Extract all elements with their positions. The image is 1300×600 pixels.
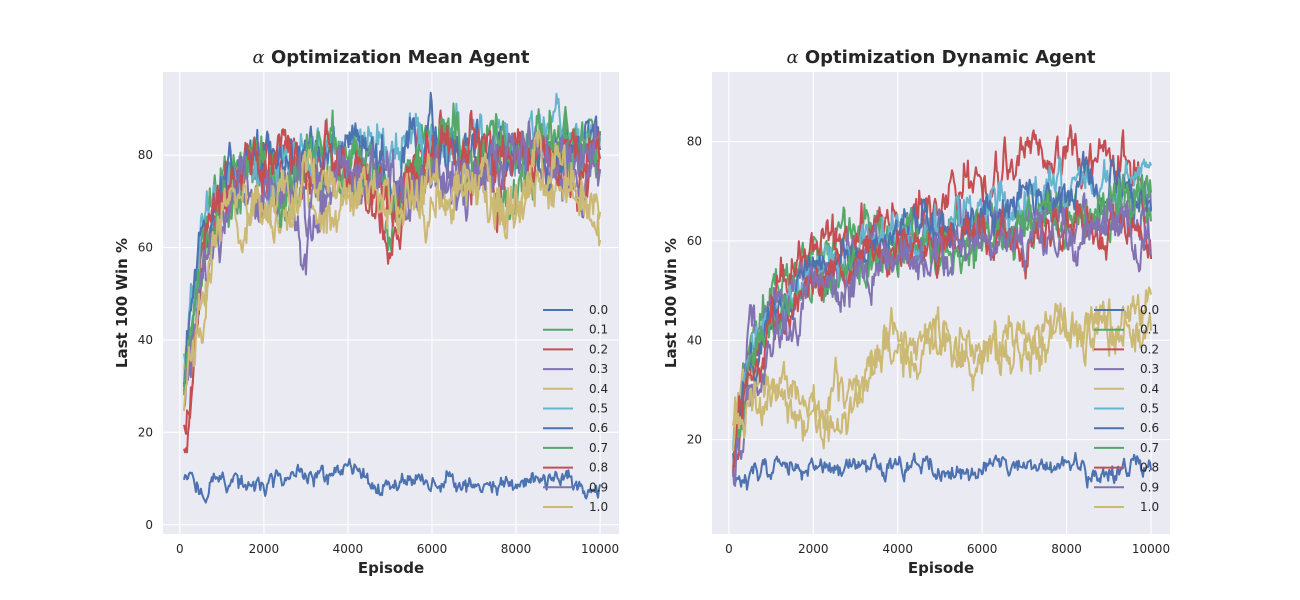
title-text: Optimization Mean Agent (265, 47, 530, 68)
series-lines (183, 91, 602, 504)
x-axis-label: Episode (908, 559, 974, 577)
x-tick-label: 0 (725, 542, 733, 556)
y-axis-label: Last 100 Win % (113, 238, 131, 368)
legend: 0.0 0.1 0.2 0.3 0.4 0.5 0.6 0.7 0.8 0.9 1.0 (543, 303, 608, 514)
chart-dynamic-agent: 0 2000 4000 6000 8000 10000 20 40 60 80 α Optimiza… (662, 47, 1170, 577)
legend-label: 0.7 (589, 441, 608, 455)
x-tick-label: 0 (176, 542, 184, 556)
chart-title: α Optimization Dynamic Agent (786, 47, 1095, 68)
chart-title: α Optimization Mean Agent (253, 47, 530, 68)
x-tick-label: 10000 (1132, 542, 1170, 556)
y-tick-label: 40 (138, 333, 153, 347)
x-tick-label: 10000 (581, 542, 619, 556)
series-line-0-9 (732, 197, 1152, 487)
y-tick-label: 40 (687, 333, 702, 347)
x-tick-label: 6000 (967, 542, 998, 556)
title-text: Optimization Dynamic Agent (799, 47, 1096, 68)
legend-label: 0.5 (589, 402, 608, 416)
legend-label: 0.3 (1140, 362, 1159, 376)
x-tick-label: 8000 (1051, 542, 1082, 556)
series-lines (732, 124, 1152, 491)
legend-label: 0.3 (589, 362, 608, 376)
legend-label: 1.0 (589, 500, 608, 514)
legend-label: 1.0 (1140, 500, 1159, 514)
series-line-1-0 (183, 129, 602, 411)
legend-label: 0.0 (589, 303, 608, 317)
legend-label: 0.8 (589, 461, 608, 475)
legend-label: 0.4 (589, 382, 608, 396)
legend-label: 0.5 (1140, 402, 1159, 416)
y-axis-label: Last 100 Win % (662, 238, 680, 368)
chart-mean-agent: 0 2000 4000 6000 8000 10000 0 20 40 60 80 α Optimiz… (113, 47, 619, 577)
legend-label: 0.1 (589, 323, 608, 337)
series-line-0-6 (732, 150, 1152, 468)
legend-label: 0.6 (1140, 421, 1159, 435)
legend-label: 0.6 (589, 421, 608, 435)
series-line-1-0 (732, 286, 1152, 452)
series-line-0-0 (183, 458, 602, 504)
title-alpha: α (786, 47, 798, 68)
legend-label: 0.0 (1140, 303, 1159, 317)
x-tick-label: 2000 (249, 542, 280, 556)
x-tick-label: 8000 (501, 542, 532, 556)
y-tick-label: 20 (687, 433, 702, 447)
x-tick-label: 6000 (417, 542, 448, 556)
legend-label: 0.2 (1140, 342, 1159, 356)
legend: 0.0 0.1 0.2 0.3 0.4 0.5 0.6 0.7 0.8 0.9 1.0 (1094, 303, 1159, 514)
legend-label: 0.7 (1140, 441, 1159, 455)
legend-label: 0.2 (589, 342, 608, 356)
y-tick-label: 60 (138, 241, 153, 255)
legend-label: 0.8 (1140, 461, 1159, 475)
y-tick-label: 80 (138, 148, 153, 162)
legend-label: 0.9 (589, 480, 608, 494)
y-tick-label: 60 (687, 234, 702, 248)
legend-label: 0.1 (1140, 323, 1159, 337)
x-tick-label: 4000 (333, 542, 364, 556)
legend-label: 0.4 (1140, 382, 1159, 396)
series-line-0-2 (732, 124, 1152, 472)
x-tick-label: 2000 (798, 542, 829, 556)
x-axis-label: Episode (358, 559, 424, 577)
x-tick-label: 4000 (882, 542, 913, 556)
legend-label: 0.9 (1140, 480, 1159, 494)
y-tick-label: 80 (687, 135, 702, 149)
title-alpha: α (253, 47, 265, 68)
series-line-0-0 (732, 451, 1152, 491)
y-tick-label: 20 (138, 425, 153, 439)
series-line-0-5 (183, 92, 602, 366)
y-tick-label: 0 (145, 518, 153, 532)
